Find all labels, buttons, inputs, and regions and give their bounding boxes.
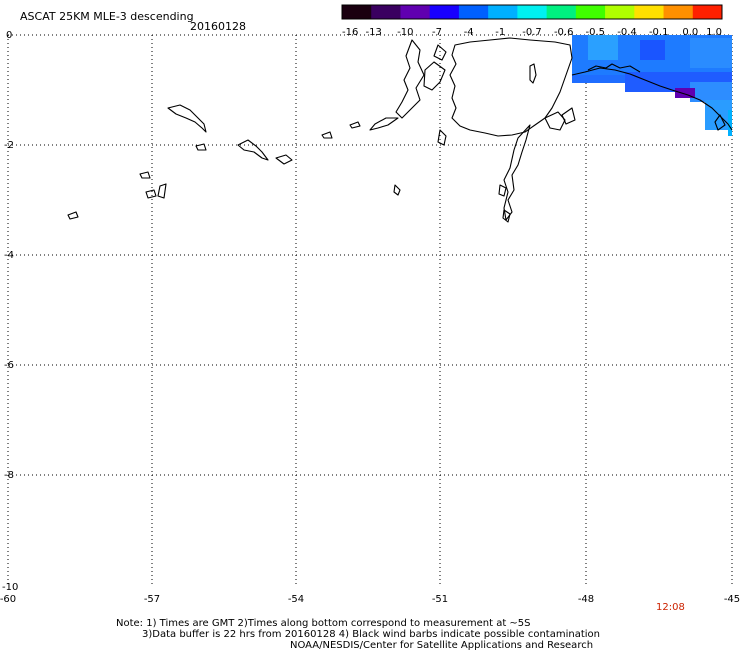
colorbar-label: -4 bbox=[464, 27, 474, 38]
footer-note-line2: 3)Data buffer is 22 hrs from 20160128 4)… bbox=[142, 629, 600, 640]
y-tick-label: -4 bbox=[4, 250, 14, 261]
colorbar-swatch bbox=[400, 5, 431, 19]
coastline-marajo bbox=[449, 37, 573, 137]
colorbar-frame bbox=[341, 4, 723, 20]
coastlines bbox=[67, 37, 733, 223]
colorbar-label: -0.4 bbox=[617, 27, 637, 38]
x-tick-label: -60 bbox=[0, 594, 16, 605]
colorbar-label: -10 bbox=[397, 27, 413, 38]
colorbar-swatches bbox=[342, 5, 723, 19]
colorbar-label: -13 bbox=[366, 27, 382, 38]
y-tick-label: -6 bbox=[4, 360, 14, 371]
map-gridlines bbox=[7, 34, 733, 586]
colorbar-swatch bbox=[546, 5, 577, 19]
colorbar-label: 1.0 bbox=[706, 27, 722, 38]
colorbar-labels: -16 -13 -10 -7 -4 -1 -0.7 -0.6 -0.5 -0.4 -0.1 0.0 1.… bbox=[342, 27, 722, 38]
colorbar-swatch bbox=[342, 5, 372, 19]
map-date: 20160128 bbox=[190, 20, 246, 33]
x-axis-labels: -60 -57 -54 -51 -48 -45 bbox=[0, 594, 740, 605]
colorbar-swatch bbox=[517, 5, 548, 19]
colorbar-label: -0.6 bbox=[554, 27, 574, 38]
colorbar-label: -0.7 bbox=[522, 27, 542, 38]
colorbar-label: -0.1 bbox=[649, 27, 669, 38]
colorbar-label: -0.5 bbox=[586, 27, 606, 38]
footer-note-line3: NOAA/NESDIS/Center for Satellite Applica… bbox=[290, 640, 593, 650]
coastline-west-islands bbox=[167, 104, 207, 133]
colorbar: -16 -13 -10 -7 -4 -1 -0.7 -0.6 -0.5 -0.4 -0.1 0.0 1.… bbox=[341, 4, 723, 38]
colorbar-label: -16 bbox=[342, 27, 358, 38]
colorbar-swatch bbox=[488, 5, 518, 19]
swath-time-label: 12:08 bbox=[656, 602, 685, 613]
x-tick-label: -48 bbox=[578, 594, 594, 605]
y-axis-labels: 0 -2 -4 -6 -8 -10 bbox=[2, 30, 18, 593]
colorbar-label: -1 bbox=[495, 27, 505, 38]
y-tick-label: -10 bbox=[2, 582, 18, 593]
y-tick-label: -2 bbox=[4, 140, 14, 151]
colorbar-swatch bbox=[634, 5, 665, 19]
wind-speed-swath bbox=[572, 35, 732, 136]
colorbar-label: -7 bbox=[432, 27, 442, 38]
colorbar-swatch bbox=[663, 5, 694, 19]
x-tick-label: -45 bbox=[724, 594, 740, 605]
colorbar-swatch bbox=[458, 5, 489, 19]
footer-note-line1: Note: 1) Times are GMT 2)Times along bot… bbox=[116, 618, 531, 629]
colorbar-swatch bbox=[605, 5, 635, 19]
colorbar-swatch bbox=[429, 5, 460, 19]
x-tick-label: -54 bbox=[288, 594, 304, 605]
colorbar-label: 0.0 bbox=[682, 27, 698, 38]
y-tick-label: -8 bbox=[4, 470, 14, 481]
x-tick-label: -51 bbox=[432, 594, 448, 605]
colorbar-swatch bbox=[692, 5, 723, 19]
map-title: ASCAT 25KM MLE-3 descending bbox=[20, 10, 194, 23]
colorbar-swatch bbox=[575, 5, 606, 19]
x-tick-label: -57 bbox=[144, 594, 160, 605]
y-tick-label: 0 bbox=[6, 30, 12, 41]
colorbar-swatch bbox=[371, 5, 401, 19]
